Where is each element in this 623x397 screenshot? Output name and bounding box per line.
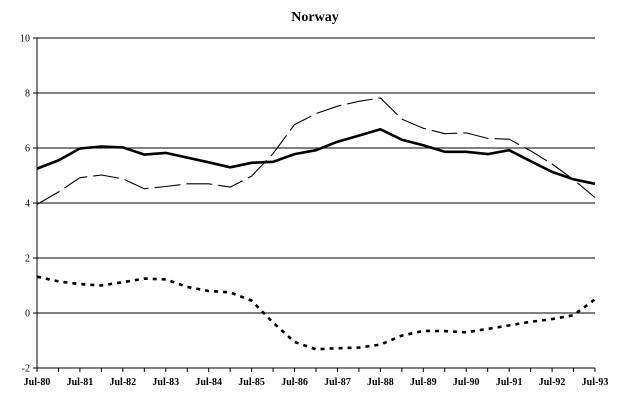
x-tick-label: Jul-87 xyxy=(324,377,351,388)
y-tick-label: 8 xyxy=(25,89,30,100)
x-tick-label: Jul-88 xyxy=(367,377,394,388)
y-axis-ticks: -2 0 2 4 6 8 10 xyxy=(20,34,30,375)
x-tick-label: Jul-89 xyxy=(410,377,437,388)
x-tick-label: Jul-80 xyxy=(24,377,51,388)
y-tick-label: 10 xyxy=(20,34,30,45)
x-tick-label: Jul-86 xyxy=(281,377,308,388)
x-axis-ticks: Jul-80 Jul-81 Jul-82 Jul-83 Jul-84 Jul-85 Jul-… xyxy=(24,377,609,388)
x-tick-label: Jul-91 xyxy=(496,377,523,388)
y-tick-label: 0 xyxy=(25,309,30,320)
x-tick-label: Jul-82 xyxy=(110,377,137,388)
x-tick-label: Jul-90 xyxy=(453,377,480,388)
y-tick-label: 2 xyxy=(25,254,30,265)
x-tick-label: Jul-84 xyxy=(195,377,222,388)
series-line-2 xyxy=(36,97,596,205)
x-tick-label: Jul-92 xyxy=(539,377,566,388)
axes xyxy=(33,37,596,372)
x-tick-label: Jul-81 xyxy=(67,377,94,388)
gridlines xyxy=(37,37,595,314)
x-tick-label: Jul-85 xyxy=(238,377,265,388)
chart-title: Norway xyxy=(291,10,338,25)
series-line-1 xyxy=(36,128,596,186)
y-tick-label: -2 xyxy=(22,364,30,375)
x-tick-label: Jul-93 xyxy=(582,377,609,388)
series-lines xyxy=(36,97,596,351)
y-tick-label: 4 xyxy=(25,199,30,210)
x-tick-label: Jul-83 xyxy=(152,377,179,388)
y-tick-label: 6 xyxy=(25,144,30,155)
